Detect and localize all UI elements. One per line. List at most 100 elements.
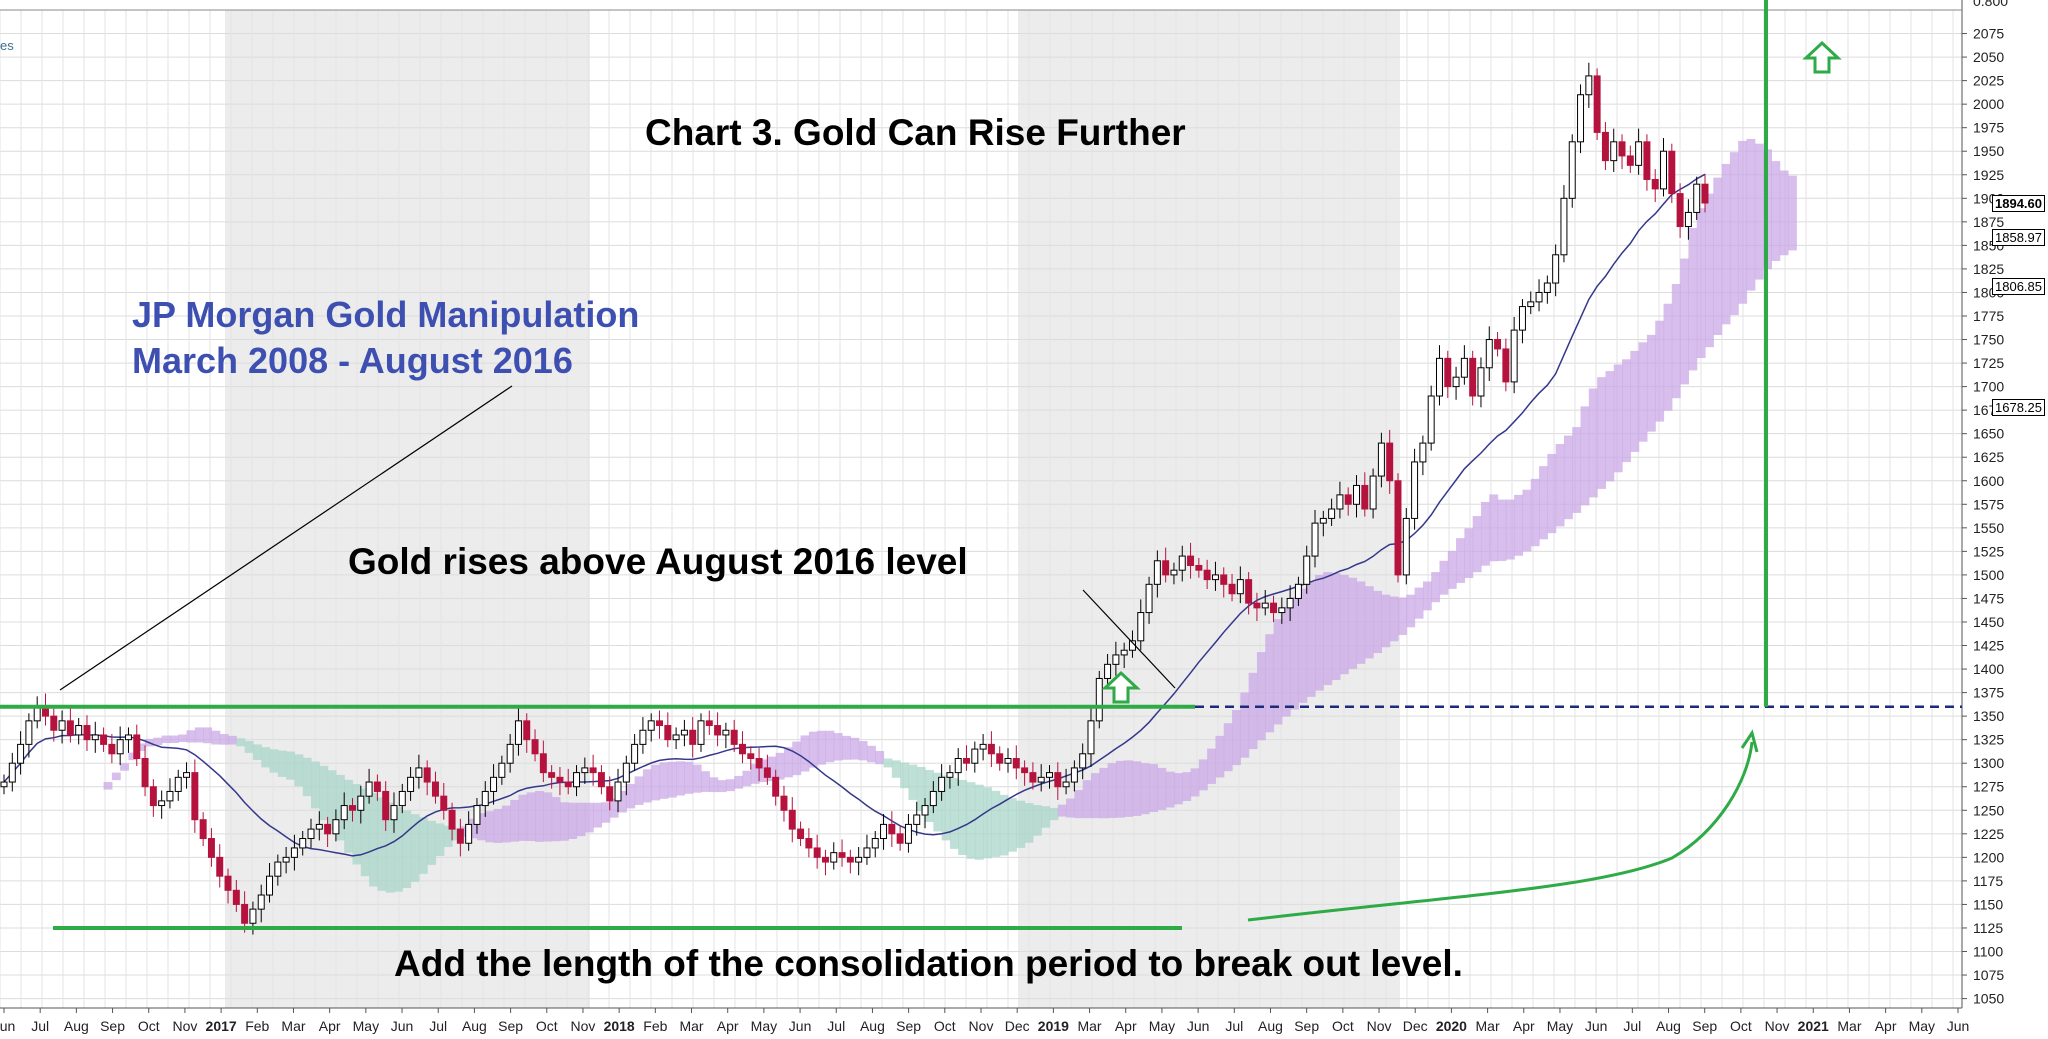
- candle-body: [1386, 442, 1394, 482]
- candle: [58, 710, 66, 744]
- cloud-segment: [684, 761, 694, 794]
- cloud-segment: [543, 792, 553, 842]
- cloud-segment: [1613, 364, 1623, 473]
- cloud-segment: [576, 802, 586, 837]
- cloud-segment: [1389, 596, 1399, 642]
- candle-body: [465, 823, 473, 844]
- cloud-segment: [1024, 803, 1034, 843]
- candle: [1427, 385, 1435, 451]
- cloud-segment: [1638, 342, 1648, 442]
- cloud-segment: [916, 766, 926, 812]
- x-tick-label: Mar: [1077, 1018, 1101, 1034]
- x-tick-label: Mar: [281, 1018, 305, 1034]
- cloud-segment: [1630, 350, 1640, 452]
- cloud-segment: [1190, 768, 1200, 797]
- x-tick-label: Jul: [827, 1018, 845, 1034]
- candle-body: [1626, 155, 1634, 166]
- candle-body: [33, 706, 41, 722]
- candle: [780, 785, 788, 822]
- candle: [124, 727, 132, 753]
- candle-body: [415, 767, 423, 778]
- y-tick-label: 1450: [1973, 614, 2004, 630]
- cloud-segment: [1223, 723, 1233, 772]
- cloud-segment: [236, 738, 246, 747]
- x-tick-label: Sep: [1294, 1018, 1319, 1034]
- candle-body: [100, 734, 108, 745]
- candle: [1411, 448, 1419, 530]
- cloud-segment: [1605, 371, 1615, 482]
- cloud-segment: [468, 818, 478, 839]
- cloud-segment: [1472, 516, 1482, 573]
- candle-body: [1095, 677, 1103, 722]
- candle: [1477, 357, 1485, 408]
- candle: [1220, 567, 1228, 598]
- cloud-segment: [1696, 208, 1706, 359]
- candle-body: [1452, 376, 1460, 388]
- cloud-segment: [933, 772, 943, 832]
- y-tick-label: 2025: [1973, 73, 2004, 89]
- breakout-note: Gold rises above August 2016 level: [348, 541, 968, 582]
- x-tick-label: Jun: [789, 1018, 812, 1034]
- candle: [1070, 760, 1078, 792]
- candle: [938, 764, 946, 801]
- candle: [166, 778, 174, 809]
- candle: [1502, 338, 1510, 392]
- x-tick-label: Sep: [498, 1018, 523, 1034]
- y-tick-label: 1750: [1973, 332, 2004, 348]
- cloud-segment: [1348, 577, 1358, 669]
- x-tick-label: Sep: [100, 1018, 125, 1034]
- x-tick-label: Oct: [1730, 1018, 1752, 1034]
- cloud-segment: [1165, 771, 1175, 808]
- candle: [1469, 350, 1477, 406]
- candle: [896, 826, 904, 851]
- candle: [1328, 498, 1336, 526]
- candle-body: [730, 729, 738, 745]
- candle-body: [1087, 720, 1095, 755]
- price-tag: 1858.97: [1992, 228, 2045, 246]
- candle: [133, 724, 141, 767]
- candle: [1145, 576, 1153, 624]
- candle: [1062, 768, 1070, 795]
- candle-body: [971, 748, 979, 764]
- y-tick-label: 1525: [1973, 543, 2004, 559]
- candle-body: [1568, 141, 1576, 199]
- candle: [199, 812, 207, 847]
- cloud-segment: [1663, 303, 1673, 411]
- candle-body: [257, 894, 265, 910]
- cloud-segment: [103, 782, 113, 790]
- candle: [440, 782, 448, 820]
- cloud-segment: [949, 778, 959, 849]
- candle: [730, 719, 738, 752]
- candle-body: [266, 875, 274, 896]
- candle-body: [1560, 197, 1568, 256]
- cloud-segment: [808, 731, 818, 768]
- candle: [481, 781, 489, 817]
- candle-body: [1502, 348, 1510, 383]
- cloud-segment: [634, 776, 644, 805]
- candle: [324, 816, 332, 848]
- candle-body: [1668, 150, 1676, 195]
- x-tick-label: Apr: [1115, 1018, 1137, 1034]
- candle-body: [373, 781, 381, 792]
- x-tick-label: Jul: [31, 1018, 49, 1034]
- cloud-segment: [866, 745, 876, 763]
- candle: [755, 748, 763, 782]
- cloud-segment: [1323, 572, 1333, 686]
- candle-body: [1311, 522, 1319, 557]
- candle: [357, 785, 365, 824]
- candle-body: [1120, 649, 1128, 656]
- cloud-segment: [767, 756, 777, 782]
- candle: [158, 790, 166, 819]
- candle: [929, 781, 937, 814]
- cloud-segment: [999, 794, 1009, 856]
- cloud-segment: [319, 765, 329, 821]
- y-tick-label: 1600: [1973, 473, 2004, 489]
- annotation-arrows: [1101, 40, 1842, 704]
- cloud-segment: [1132, 761, 1142, 816]
- cloud-segment: [1049, 807, 1059, 821]
- candle: [373, 774, 381, 801]
- cloud-segment: [1397, 597, 1407, 636]
- candle-body: [174, 776, 182, 792]
- candle: [183, 762, 191, 789]
